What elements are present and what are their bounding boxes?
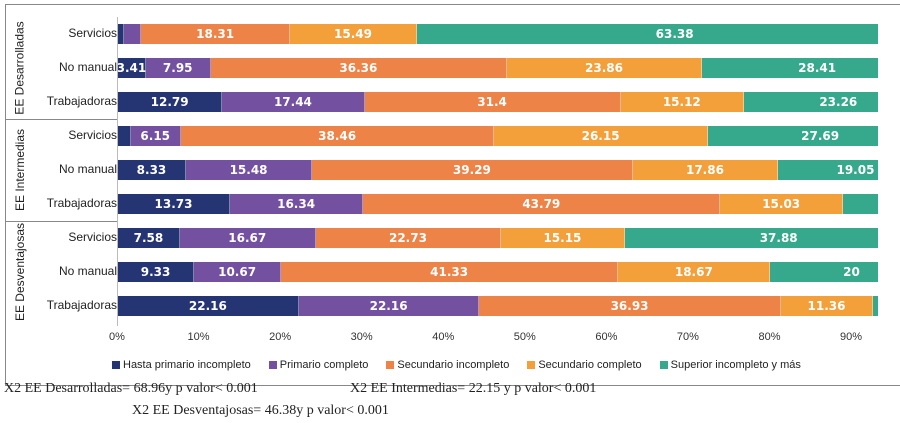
- category-label: Trabajadoras: [46, 298, 117, 312]
- bar-segment: 9.33: [118, 262, 195, 282]
- x-tick-label: 60%: [595, 331, 618, 343]
- bar-segment: 22.16: [298, 296, 480, 316]
- chi2-desarrolladas: X2 EE Desarrolladas= 68.96y p valor< 0.0…: [4, 381, 258, 396]
- x-tick-label: 90%: [840, 331, 863, 343]
- chi2-desventajosas: X2 EE Desventajosas= 46.38y p valor< 0.0…: [132, 403, 389, 418]
- bar-segment: [118, 24, 124, 44]
- bar-segment: 16.34: [229, 194, 364, 214]
- legend-label: Secundario incompleto: [397, 359, 510, 371]
- bar-segment: 18.67: [618, 262, 771, 282]
- bar-segment: 43.79: [363, 194, 721, 214]
- legend-swatch: [112, 361, 120, 369]
- legend-label: Superior incompleto y más: [670, 359, 801, 371]
- group-label-text: EE Intermedias: [13, 128, 28, 212]
- legend-item: Superior incompleto y más: [659, 359, 801, 371]
- chi2-intermedias: X2 EE Intermedias= 22.15 y p valor< 0.00…: [350, 381, 597, 396]
- group-label: EE Desarrolladas: [6, 17, 34, 119]
- bar-segment: 22.73: [315, 228, 502, 248]
- category-label: No manual: [58, 264, 117, 278]
- legend-item: Secundario completo: [527, 359, 642, 371]
- bar-segment: 15.12: [620, 92, 744, 112]
- bar-segment: 18.31: [140, 24, 291, 44]
- category-label: Trabajadoras: [46, 94, 117, 108]
- group-separator: [5, 119, 117, 120]
- plot-area: 18.31 15.49 63.38 3.41 7.95 36.36 23.86 28.41 12…: [117, 17, 878, 326]
- x-tick-label: 10%: [187, 331, 210, 343]
- group-separator: [5, 221, 117, 222]
- legend-item: Secundario incompleto: [386, 359, 509, 371]
- legend-swatch: [659, 361, 668, 369]
- bar-segment: 15.03: [720, 194, 843, 214]
- bar-segment: 39.29: [312, 160, 633, 180]
- x-tick-label: 50%: [513, 331, 536, 343]
- bar-segment: 15.48: [185, 160, 313, 180]
- bar-segment: 63.38: [416, 24, 878, 44]
- bar-segment: 26.15: [494, 126, 708, 146]
- legend-label: Hasta primario incompleto: [123, 359, 251, 371]
- bar-segment: 36.93: [479, 296, 781, 316]
- bar-segment: 36.36: [210, 58, 508, 78]
- bar-segment: 23.86: [507, 58, 702, 78]
- bar-segment: 37.88: [624, 228, 878, 248]
- bar-segment: 1: [842, 194, 878, 214]
- x-tick-label: 30%: [350, 331, 373, 343]
- group-label-text: EE Desarrolladas: [13, 21, 27, 115]
- bar-segment: 17.44: [222, 92, 365, 112]
- bar-segment: [118, 126, 131, 146]
- bar-segment: 16.67: [179, 228, 316, 248]
- category-label: Servicios: [68, 230, 117, 244]
- bar-segment: 12.79: [118, 92, 223, 112]
- bar-segment: 19.05: [778, 160, 878, 180]
- category-label: No manual: [58, 162, 117, 176]
- legend-item: Primario completo: [268, 359, 369, 371]
- bar-segment: 10.67: [194, 262, 282, 282]
- group-label: EE Intermedias: [6, 119, 34, 221]
- bar-segment: 28.41: [701, 58, 878, 78]
- category-label: Servicios: [68, 26, 117, 40]
- bar-segment: [123, 24, 141, 44]
- bar-segment: 13.73: [118, 194, 230, 214]
- bar-segment: 17.86: [632, 160, 779, 180]
- bar-segment: 3.41: [118, 58, 146, 78]
- bar-segment: 38.46: [180, 126, 495, 146]
- group-label: EE Desventajosas: [6, 221, 34, 323]
- bar-segment: 7.95: [145, 58, 211, 78]
- bar-segment: 11.36: [780, 296, 874, 316]
- x-tick-label: 70%: [676, 331, 699, 343]
- bar-segment: 31.4: [364, 92, 621, 112]
- x-tick-label: 20%: [269, 331, 292, 343]
- bar-segment: 27.69: [707, 126, 878, 146]
- chart-frame: [5, 4, 900, 386]
- legend-label: Primario completo: [279, 359, 369, 371]
- category-label: Servicios: [68, 128, 117, 142]
- bar-segment: [873, 296, 878, 316]
- bar-segment: 15.49: [290, 24, 417, 44]
- x-tick-label: 80%: [758, 331, 781, 343]
- x-tick-label: 0%: [109, 331, 125, 343]
- category-label: No manual: [58, 60, 117, 74]
- legend-item: Hasta primario incompleto: [112, 359, 251, 371]
- bar-segment: 41.33: [281, 262, 619, 282]
- legend: Hasta primario incompleto Primario comple…: [112, 359, 801, 371]
- legend-label: Secundario completo: [538, 359, 642, 371]
- bar-segment: 22.16: [118, 296, 299, 316]
- bar-segment: 6.15: [130, 126, 181, 146]
- bar-segment: 15.15: [501, 228, 625, 248]
- bar-segment: 7.58: [118, 228, 180, 248]
- legend-swatch: [386, 361, 395, 369]
- bar-segment: 8.33: [118, 160, 186, 180]
- legend-swatch: [268, 361, 277, 369]
- category-label: Trabajadoras: [46, 196, 117, 210]
- legend-swatch: [527, 361, 536, 369]
- bar-segment: 20: [770, 262, 878, 282]
- bar-segment: 23.26: [743, 92, 878, 112]
- x-tick-label: 40%: [432, 331, 455, 343]
- group-label-text: EE Desventajosas: [13, 222, 27, 322]
